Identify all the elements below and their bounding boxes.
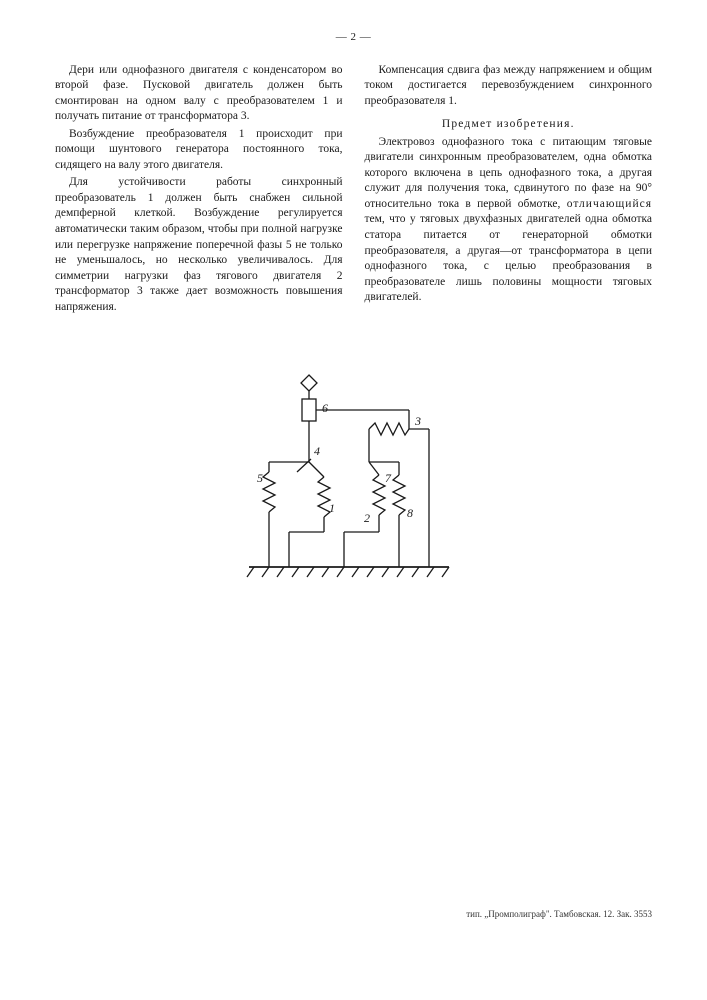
diagram-label-2: 2: [364, 511, 370, 525]
imprint-footer: тип. „Промполиграф". Тамбовская. 12. Зак…: [466, 908, 652, 920]
left-p1: Дери или однофазного двигателя с конденс…: [55, 63, 343, 125]
right-column: Компенсация сдвига фаз между напряжением…: [365, 63, 653, 317]
left-p3: Для устойчивости работы синхронный преоб…: [55, 175, 343, 315]
left-p2: Возбуждение преобразователя 1 происходит…: [55, 127, 343, 174]
subject-of-invention-title: Предмет изобретения.: [365, 117, 653, 133]
left-column: Дери или однофазного двигателя с конденс…: [55, 63, 343, 317]
diagram-label-6: 6: [322, 401, 328, 415]
diagram-label-1: 1: [329, 501, 335, 515]
diagram-label-8: 8: [407, 506, 413, 520]
diagram-label-5: 5: [257, 471, 263, 485]
diagram-label-7: 7: [385, 471, 392, 485]
right-p1: Компенсация сдвига фаз между напряжением…: [365, 63, 653, 110]
diagram-label-4: 4: [314, 444, 320, 458]
right-p2: Электровоз однофазного тока с питающим т…: [365, 135, 653, 306]
diagram-svg: 1 2 3 4 5 6 7 8: [229, 367, 479, 617]
circuit-diagram: 1 2 3 4 5 6 7 8: [55, 367, 652, 617]
body-columns: Дери или однофазного двигателя с конденс…: [55, 63, 652, 317]
page-number: — 2 —: [55, 30, 652, 45]
diagram-label-3: 3: [414, 414, 421, 428]
